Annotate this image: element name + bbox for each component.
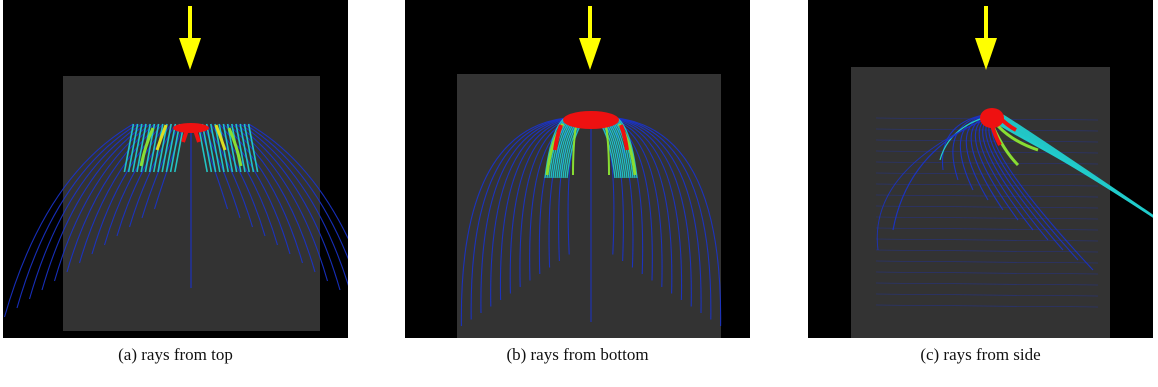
ray-path xyxy=(876,117,989,251)
ray-path xyxy=(610,117,692,307)
down-arrow-icon xyxy=(975,6,997,70)
ray-path xyxy=(78,123,159,264)
ray-path xyxy=(616,117,722,327)
render-view-a xyxy=(3,0,348,338)
ray-segment xyxy=(875,293,1099,297)
ray-path xyxy=(66,123,155,273)
ray-path xyxy=(226,123,238,173)
ray-path xyxy=(3,123,134,318)
down-arrow-icon xyxy=(179,6,201,70)
ray-path xyxy=(490,117,572,307)
ray-cluster xyxy=(173,123,209,133)
caption-a: (a) rays from top xyxy=(118,345,233,364)
ray-path xyxy=(227,127,243,167)
ray-segment xyxy=(875,216,1099,220)
ray-segment xyxy=(875,205,1099,209)
ray-segment xyxy=(875,249,1099,253)
ray-path xyxy=(41,123,147,291)
ray-path xyxy=(1002,114,1153,217)
ray-path xyxy=(460,117,566,327)
ray-path xyxy=(553,124,563,151)
ray-path xyxy=(214,123,279,246)
ray-path xyxy=(148,123,160,173)
ray-path xyxy=(998,114,1153,218)
ray-path xyxy=(161,123,172,173)
ray-segment xyxy=(875,128,1099,132)
plot-box xyxy=(851,67,1110,338)
ray-path xyxy=(28,123,143,300)
ray-segment xyxy=(875,304,1099,308)
ray-path xyxy=(608,117,683,301)
ray-path xyxy=(480,117,570,314)
caption-b: (b) rays from bottom xyxy=(506,345,649,364)
ray-segment xyxy=(875,227,1099,231)
ray-path xyxy=(239,123,250,173)
ray-path xyxy=(139,127,155,167)
ray-path xyxy=(959,114,988,191)
ray-segment xyxy=(875,260,1099,264)
ray-path xyxy=(223,123,304,264)
ray-path xyxy=(222,123,234,173)
ray-cluster xyxy=(980,108,1004,128)
ray-path xyxy=(244,123,348,260)
figure-panel-c: (c) rays from side xyxy=(808,0,1153,387)
ray-path xyxy=(201,123,241,219)
ray-path xyxy=(499,117,574,301)
ray-path xyxy=(544,117,566,179)
ray-path xyxy=(214,124,227,151)
ray-path xyxy=(614,117,712,320)
ray-path xyxy=(616,117,638,179)
ray-path xyxy=(235,123,341,291)
ray-path xyxy=(136,123,147,173)
render-view-b xyxy=(405,0,750,338)
ray-path xyxy=(239,123,348,287)
ray-segment xyxy=(875,271,1099,275)
ray-bundle xyxy=(875,108,1153,308)
figure-panel-b: (b) rays from bottom xyxy=(405,0,750,387)
ray-path xyxy=(132,123,143,173)
ray-path xyxy=(210,123,221,173)
render-view-c xyxy=(808,0,1153,338)
ray-path xyxy=(155,124,168,151)
ray-segment xyxy=(875,282,1099,286)
figure-panel-a: (a) rays from top xyxy=(3,0,348,387)
ray-path xyxy=(612,117,702,314)
ray-path xyxy=(941,114,984,171)
ray-bundle xyxy=(3,123,348,318)
caption-c: (c) rays from side xyxy=(920,345,1041,364)
ray-segment xyxy=(875,194,1099,198)
ray-path xyxy=(243,123,255,173)
ray-segment xyxy=(875,161,1099,165)
ray-path xyxy=(16,123,138,309)
ray-path xyxy=(247,123,259,173)
ray-bundle xyxy=(460,111,722,327)
ray-path xyxy=(123,123,135,173)
ray-path xyxy=(1000,114,1153,217)
ray-path xyxy=(470,117,568,320)
ray-cluster xyxy=(563,111,619,129)
ray-path xyxy=(952,114,986,181)
ray-path xyxy=(144,123,156,173)
ray-path xyxy=(103,123,168,246)
down-arrow-icon xyxy=(579,6,601,70)
ray-path xyxy=(141,123,181,219)
ray-path xyxy=(227,123,316,273)
ray-path xyxy=(248,123,348,240)
ray-path xyxy=(127,123,139,173)
ray-path xyxy=(619,124,629,151)
ray-path xyxy=(235,123,246,173)
ray-segment xyxy=(875,172,1099,176)
